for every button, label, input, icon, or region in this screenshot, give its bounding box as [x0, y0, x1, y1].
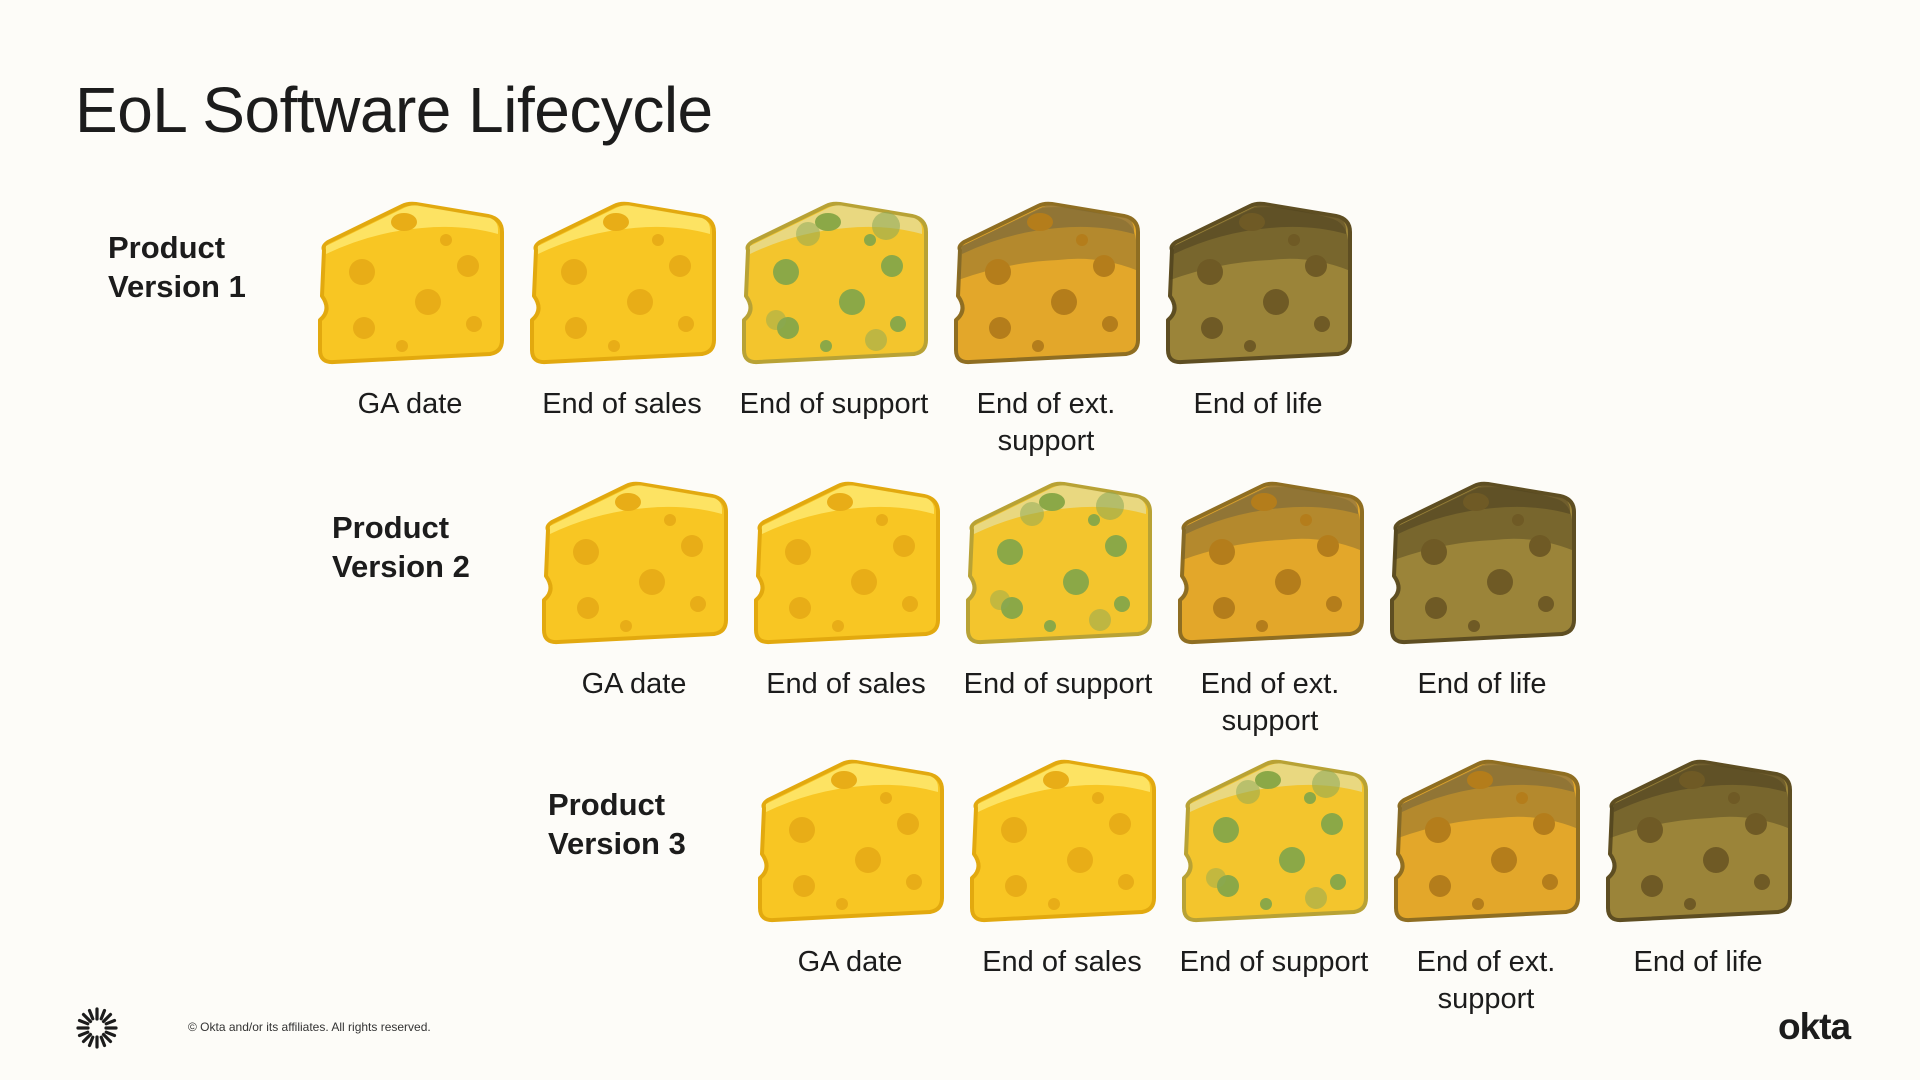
cheese-wedge-icon	[542, 481, 728, 645]
okta-logo: okta	[1778, 1006, 1851, 1047]
cheese-aging-icon	[1388, 758, 1584, 928]
cheese-wedge-icon	[1166, 201, 1352, 365]
stage-caption: End of sales	[542, 388, 702, 420]
cheese-molding-icon	[1176, 758, 1372, 928]
row-label-version-2: Product Version 2	[332, 508, 532, 586]
cheese-aging-icon	[1172, 480, 1368, 650]
cheese-wedge-icon	[318, 201, 504, 365]
slide-title: EoL Software Lifecycle	[75, 74, 713, 146]
cheese-fresh-icon	[964, 758, 1160, 928]
stage-caption: End of support	[963, 668, 1153, 700]
row-label-line2: Version 1	[108, 269, 246, 304]
row-label-line1: Product	[108, 230, 226, 265]
stage-caption: End of support	[739, 388, 929, 420]
cheese-rotten-icon	[1384, 480, 1580, 650]
cheese-wedge-icon	[1182, 759, 1368, 923]
cheese-aging-icon	[948, 200, 1144, 370]
row-label-line2: Version 3	[548, 826, 686, 861]
cheese-rotten-icon	[1600, 758, 1796, 928]
stage-caption: End of life	[1633, 946, 1763, 978]
cheese-fresh-icon	[312, 200, 508, 370]
cheese-wedge-icon	[742, 201, 928, 365]
stage-caption: End of support	[1179, 946, 1369, 978]
cheese-wedge-icon	[758, 759, 944, 923]
okta-burst-icon	[76, 1007, 118, 1049]
stage-caption: End of sales	[982, 946, 1142, 978]
cheese-fresh-icon	[752, 758, 948, 928]
stage-caption: End of life	[1417, 668, 1547, 700]
stage-caption: End of ext. support	[1416, 946, 1556, 1015]
cheese-molding-icon	[960, 480, 1156, 650]
stage-caption: End of life	[1193, 388, 1323, 420]
stage-caption: GA date	[581, 668, 687, 700]
row-label-line1: Product	[548, 787, 666, 822]
stage-caption: End of ext. support	[1200, 668, 1340, 737]
cheese-fresh-icon	[748, 480, 944, 650]
cheese-wedge-icon	[1390, 481, 1576, 645]
cheese-wedge-icon	[970, 759, 1156, 923]
cheese-fresh-icon	[524, 200, 720, 370]
cheese-wedge-icon	[1178, 481, 1364, 645]
cheese-molding-icon	[736, 200, 932, 370]
cheese-wedge-icon	[530, 201, 716, 365]
stage-caption: GA date	[797, 946, 903, 978]
cheese-fresh-icon	[536, 480, 732, 650]
row-label-line2: Version 2	[332, 549, 470, 584]
row-label-line1: Product	[332, 510, 450, 545]
cheese-wedge-icon	[1606, 759, 1792, 923]
stage-caption: End of sales	[766, 668, 926, 700]
stage-caption: End of ext. support	[976, 388, 1116, 457]
copyright-note: © Okta and/or its affiliates. All rights…	[188, 1020, 431, 1034]
cheese-wedge-icon	[754, 481, 940, 645]
row-label-version-3: Product Version 3	[548, 785, 748, 863]
cheese-wedge-icon	[954, 201, 1140, 365]
row-label-version-1: Product Version 1	[108, 228, 308, 306]
cheese-wedge-icon	[1394, 759, 1580, 923]
cheese-wedge-icon	[966, 481, 1152, 645]
stage-caption: GA date	[357, 388, 463, 420]
cheese-rotten-icon	[1160, 200, 1356, 370]
